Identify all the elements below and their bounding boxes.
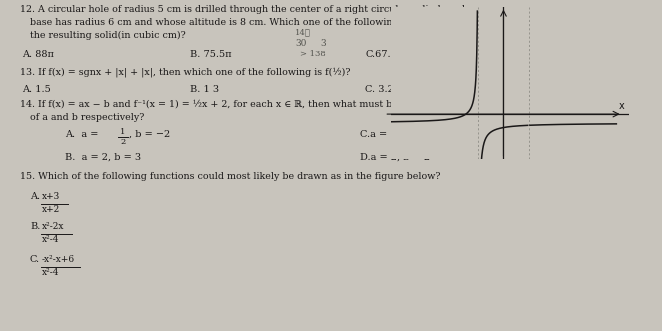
Text: the resulting solid(in cubic cm)?: the resulting solid(in cubic cm)? (30, 31, 186, 40)
Text: 15. Which of the following functions could most likely be drawn as in the figure: 15. Which of the following functions cou… (20, 172, 440, 181)
Text: 3: 3 (320, 39, 326, 48)
Text: of a and b respectively?: of a and b respectively? (30, 113, 144, 122)
Text: C.67.5π: C.67.5π (365, 50, 403, 59)
Text: base has radius 6 cm and whose altitude is 8 cm. Which one of the following is t: base has radius 6 cm and whose altitude … (30, 18, 478, 27)
Text: B.  a = 2, b = 3: B. a = 2, b = 3 (65, 153, 141, 162)
Text: 1: 1 (120, 128, 125, 136)
Text: 30: 30 (295, 39, 307, 48)
Text: D. 124π: D. 124π (530, 50, 569, 59)
Text: 2: 2 (120, 138, 125, 146)
Text: A.: A. (30, 192, 40, 201)
Text: 14✔: 14✔ (295, 28, 311, 36)
Text: > 138: > 138 (300, 50, 326, 58)
Text: x+2: x+2 (42, 205, 60, 214)
Text: 12. A circular hole of radius 5 cm is drilled through the center of a right circ: 12. A circular hole of radius 5 cm is dr… (20, 5, 485, 14)
Text: C.: C. (30, 255, 40, 264)
Text: B. 1 3: B. 1 3 (190, 85, 219, 94)
Text: A. 1.5: A. 1.5 (22, 85, 51, 94)
Text: x²-4: x²-4 (42, 235, 60, 244)
Text: x²-4: x²-4 (42, 268, 60, 277)
Text: A. 88π: A. 88π (22, 50, 54, 59)
Text: C.a = 1, b = 1: C.a = 1, b = 1 (360, 130, 430, 139)
Text: 14. If f(x) = ax − b and f⁻¹(x = 1) = ½x + 2, for each x ∈ ℝ, then what must be : 14. If f(x) = ax − b and f⁻¹(x = 1) = ½x… (20, 100, 450, 109)
Text: x: x (619, 101, 625, 112)
Text: -x²-x+6: -x²-x+6 (42, 255, 75, 264)
Text: A.  a =: A. a = (65, 130, 101, 139)
Text: D2.: D2. (530, 85, 547, 94)
Text: C. 3.2: C. 3.2 (365, 85, 394, 94)
Text: x+3: x+3 (42, 192, 60, 201)
Text: 13. If f(x) = sgnx + |x| + |x|, then which one of the following is f(½)?: 13. If f(x) = sgnx + |x| + |x|, then whi… (20, 67, 350, 77)
Text: B.: B. (30, 222, 40, 231)
Text: B. 75.5π: B. 75.5π (190, 50, 232, 59)
Text: x²-2x: x²-2x (42, 222, 64, 231)
Text: D.a = 2, b = 2: D.a = 2, b = 2 (360, 153, 430, 162)
Text: , b = −2: , b = −2 (129, 130, 170, 139)
